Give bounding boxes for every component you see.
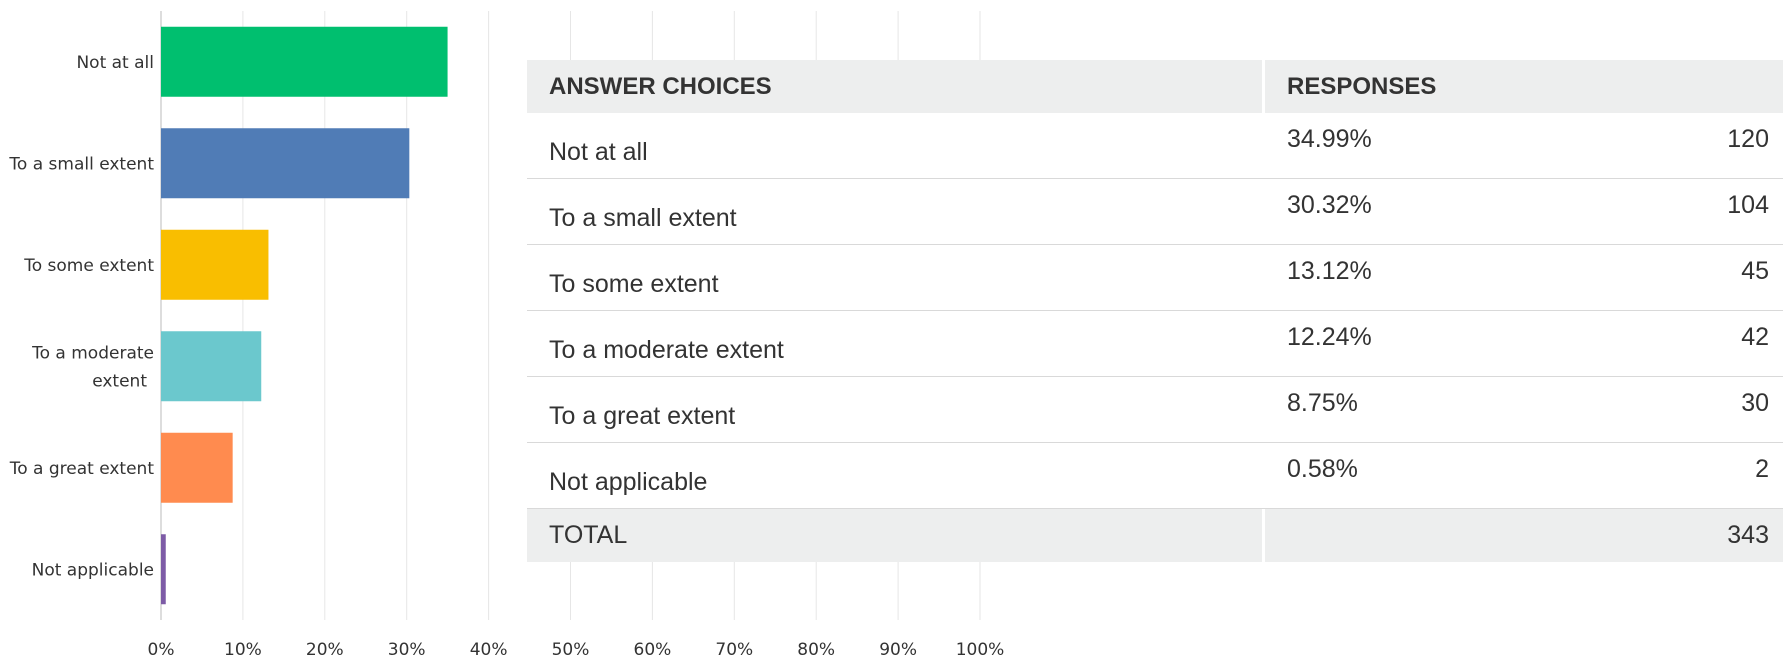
- response-percent: 34.99%: [1287, 125, 1372, 153]
- table-row: Not applicable 0.58% 2: [527, 443, 1783, 509]
- answer-choice: To a moderate extent: [549, 336, 784, 364]
- x-tick-label: 80%: [797, 640, 835, 657]
- y-tick-label: To a great extent: [9, 459, 155, 479]
- responses-cell: 12.24% 42: [1265, 311, 1783, 376]
- table-row: To a small extent 30.32% 104: [527, 179, 1783, 245]
- response-count: 30: [1741, 389, 1769, 417]
- responses-cell: 13.12% 45: [1265, 245, 1783, 310]
- bar: [161, 26, 448, 97]
- responses-cell: 8.75% 30: [1265, 377, 1783, 442]
- total-label: TOTAL: [527, 509, 1262, 562]
- x-tick-label: 70%: [715, 640, 753, 657]
- response-percent: 13.12%: [1287, 257, 1372, 285]
- y-tick-label: Not at all: [76, 53, 154, 73]
- total-cell: 343: [1265, 509, 1783, 562]
- x-tick-label: 0%: [148, 640, 175, 657]
- table-body: Not at all 34.99% 120 To a small extent 30.3…: [527, 113, 1783, 509]
- y-tick-label: To some extent: [23, 256, 154, 276]
- response-count: 104: [1727, 191, 1769, 219]
- responses-cell: 30.32% 104: [1265, 179, 1783, 244]
- responses-cell: 34.99% 120: [1265, 113, 1783, 178]
- bar: [161, 432, 233, 503]
- table-total: TOTAL 343: [527, 509, 1783, 562]
- response-percent: 30.32%: [1287, 191, 1372, 219]
- table-row: Not at all 34.99% 120: [527, 113, 1783, 179]
- total-value: 343: [1727, 521, 1769, 549]
- x-tick-label: 50%: [552, 640, 590, 657]
- x-tick-label: 90%: [879, 640, 917, 657]
- response-percent: 8.75%: [1287, 389, 1358, 417]
- answer-choice: Not at all: [549, 138, 648, 166]
- bar: [161, 229, 269, 300]
- response-count: 42: [1741, 323, 1769, 351]
- x-tick-label: 100%: [956, 640, 1005, 657]
- table-row: To a great extent 8.75% 30: [527, 377, 1783, 443]
- x-tick-label: 10%: [224, 640, 262, 657]
- x-tick-label: 40%: [470, 640, 508, 657]
- table-row: To a moderate extent 12.24% 42: [527, 311, 1783, 377]
- label-line: extent: [92, 371, 147, 391]
- y-tick-label: Not applicable: [32, 560, 154, 580]
- label-line: To a moderate: [31, 343, 154, 363]
- response-count: 120: [1727, 125, 1769, 153]
- bar: [161, 128, 410, 199]
- answer-choice: To some extent: [549, 270, 719, 298]
- bar: [161, 534, 166, 605]
- x-tick-label: 20%: [306, 640, 344, 657]
- response-percent: 0.58%: [1287, 455, 1358, 483]
- y-tick-label: To a moderate extent: [31, 343, 154, 391]
- bar: [161, 331, 262, 402]
- responses-cell: 0.58% 2: [1265, 443, 1783, 508]
- x-tick-label: 60%: [634, 640, 672, 657]
- header-cell: RESPONSES: [1265, 60, 1783, 113]
- header-text: RESPONSES: [1287, 72, 1437, 100]
- table-row: To some extent 13.12% 45: [527, 245, 1783, 311]
- answer-choice: To a great extent: [549, 402, 736, 430]
- response-count: 45: [1741, 257, 1769, 285]
- answer-choice: Not applicable: [549, 468, 708, 496]
- response-percent: 12.24%: [1287, 323, 1372, 351]
- summary-table: ANSWER CHOICES RESPONSES Not at all 34.99…: [527, 60, 1783, 562]
- answer-choice: To a small extent: [549, 204, 737, 232]
- x-tick-label: 30%: [388, 640, 426, 657]
- response-count: 2: [1755, 455, 1769, 483]
- header-cell: ANSWER CHOICES: [527, 60, 1262, 113]
- table-header: ANSWER CHOICES RESPONSES: [527, 60, 1783, 113]
- y-tick-label: To a small extent: [8, 154, 154, 174]
